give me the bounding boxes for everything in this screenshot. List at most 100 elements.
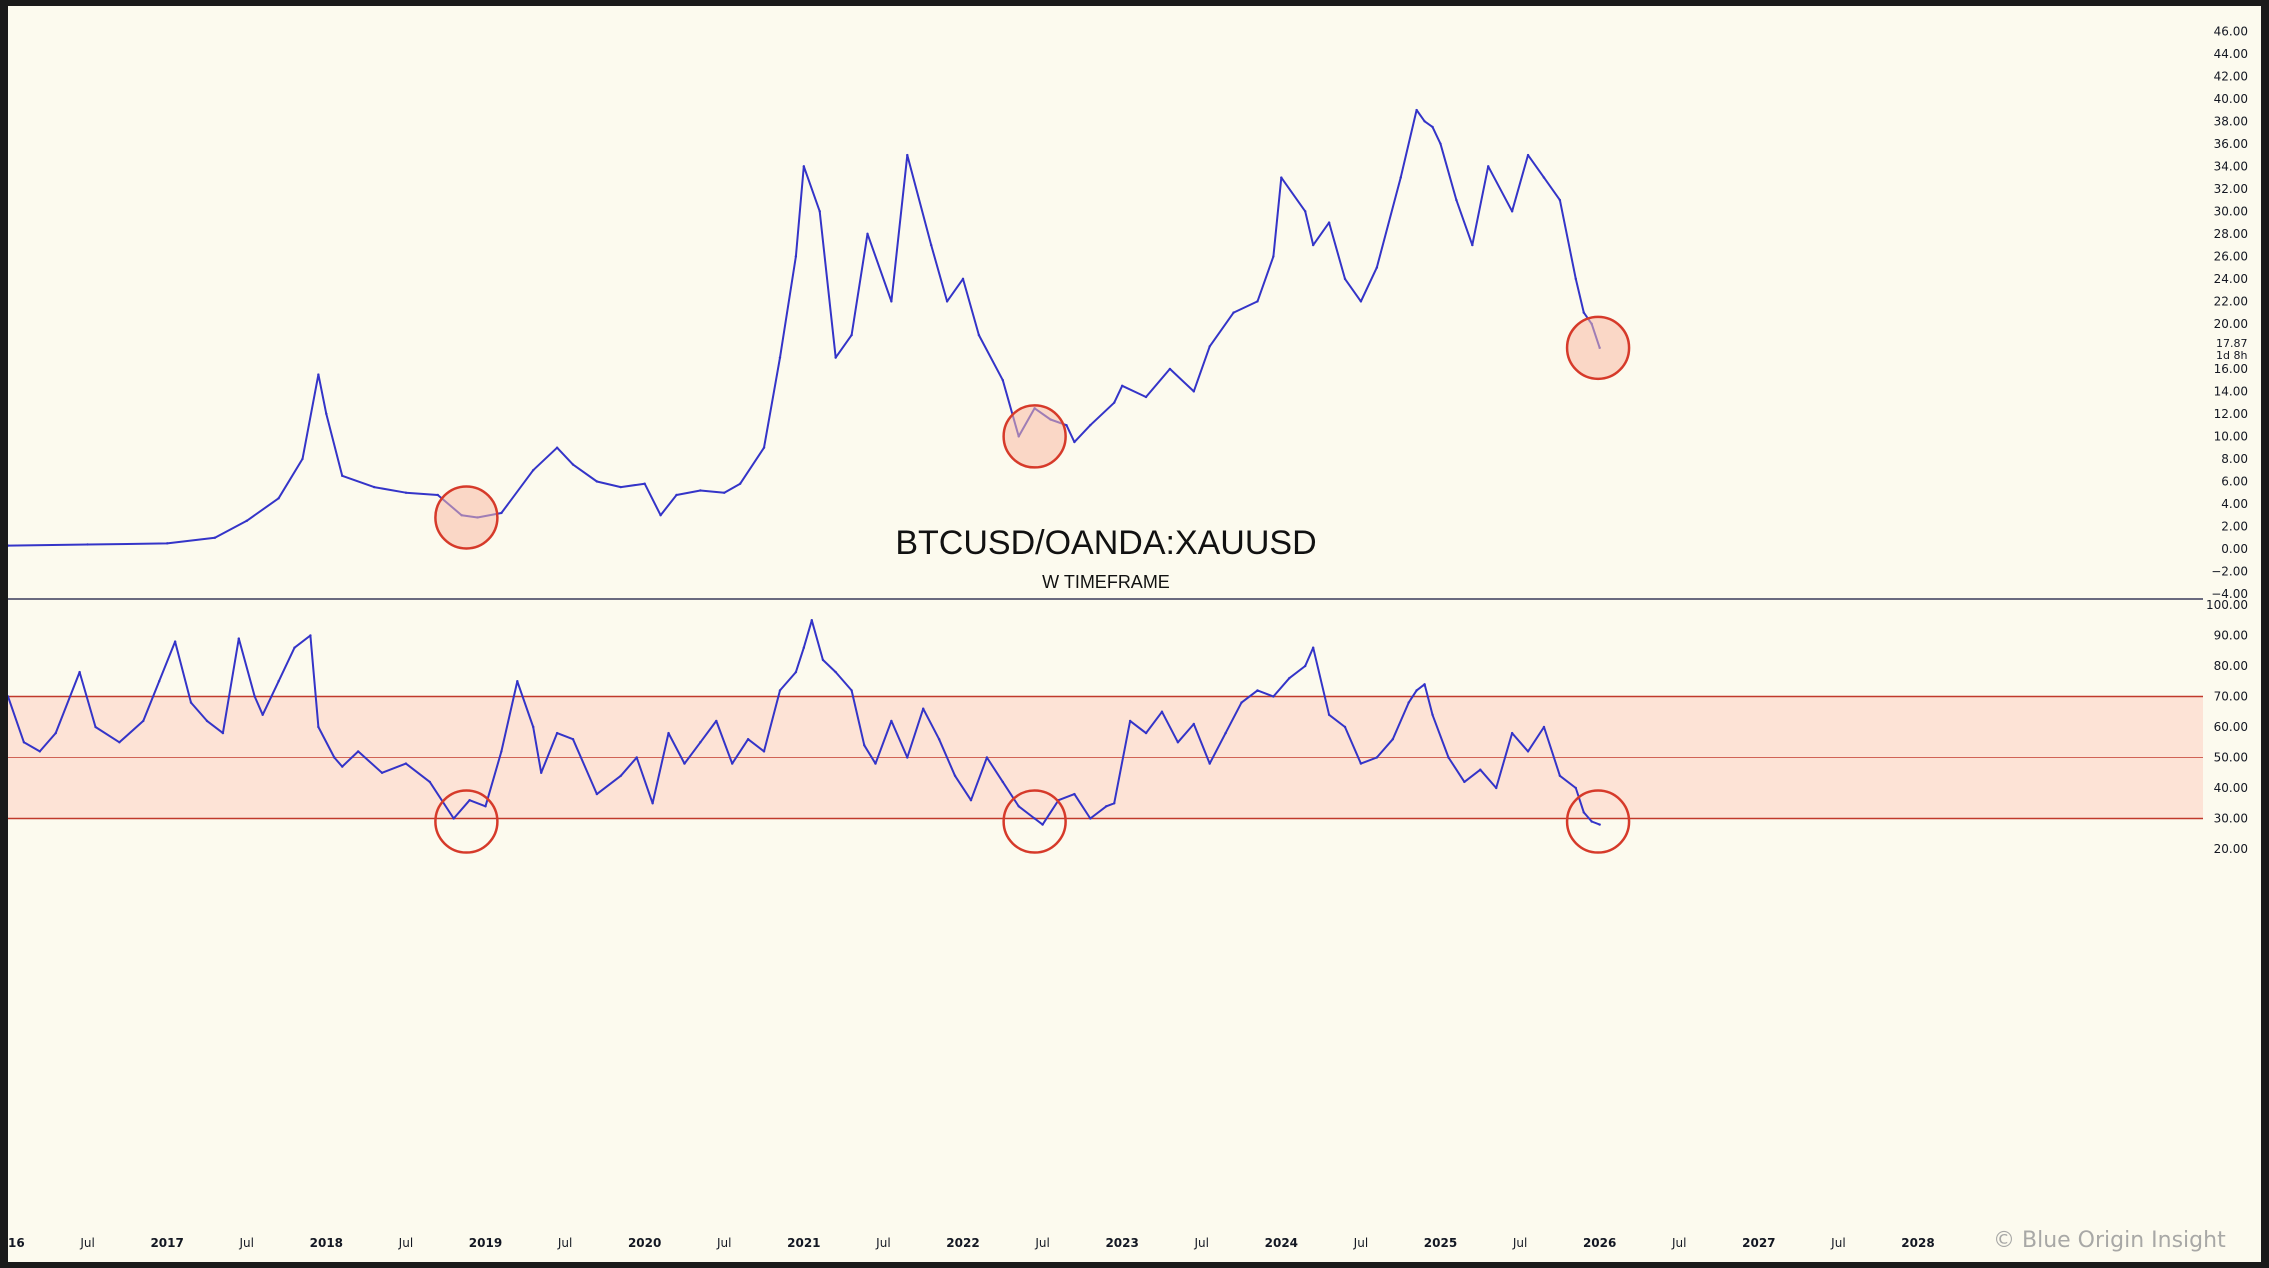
rsi-axis[interactable]: 100.00 90.00 80.00 70.00 60.00 50.00 40.00 30.0…: [2206, 598, 2248, 856]
rsi-point: [953, 774, 957, 777]
rsi-point: [1256, 689, 1259, 692]
price-tick-label: 38.00: [2214, 114, 2248, 128]
time-label-year: 2027: [1742, 1236, 1775, 1250]
rsi-point: [173, 640, 177, 643]
time-label-year: 2018: [310, 1236, 343, 1250]
price-point: [1574, 277, 1577, 281]
price-point: [436, 493, 439, 497]
rsi-point: [38, 750, 42, 753]
rsi-point: [1272, 695, 1275, 698]
last-price-value: 17.87: [2216, 337, 2248, 350]
price-point: [977, 333, 981, 337]
price-point: [699, 489, 702, 492]
time-label-month: Jul: [557, 1236, 572, 1250]
price-point: [850, 333, 853, 337]
price-point: [1232, 311, 1235, 314]
rsi-point: [54, 731, 57, 735]
price-tick-label: 16.00: [2214, 362, 2248, 376]
price-point: [1558, 198, 1562, 202]
chart-canvas[interactable]: 46.00 44.00 42.00 40.00 38.00 36.00 34.00 32.00…: [8, 6, 2261, 1262]
rsi-point: [1558, 774, 1562, 777]
rsi-point: [1375, 756, 1379, 759]
time-label-year: 2026: [1583, 1236, 1616, 1250]
time-label-year: 2016: [8, 1236, 25, 1250]
price-tick-label: 20.00: [2214, 317, 2248, 331]
rsi-point: [22, 741, 26, 744]
price-point: [802, 165, 806, 168]
rsi-point: [863, 744, 866, 747]
rsi-point: [1598, 823, 1601, 826]
price-tick-label: 12.00: [2214, 407, 2248, 421]
rsi-point: [794, 670, 798, 674]
price-tick-label: 10.00: [2214, 429, 2248, 443]
rsi-point: [1288, 677, 1291, 680]
price-point: [1343, 277, 1347, 281]
rsi-point: [667, 731, 670, 735]
price-tick-label: −4.00: [2211, 587, 2248, 601]
price-point: [1272, 255, 1275, 258]
rsi-point: [1463, 780, 1466, 784]
price-point: [86, 543, 89, 546]
rsi-point: [1479, 768, 1482, 771]
rsi-point: [810, 619, 813, 622]
price-annotation-circle: [1565, 315, 1631, 381]
chart-frame: 46.00 44.00 42.00 40.00 38.00 36.00 34.00 32.00…: [8, 6, 2261, 1262]
price-point: [1144, 395, 1148, 399]
chart-subtitle: W TIMEFRAME: [1042, 572, 1170, 592]
price-point: [675, 493, 678, 497]
price-point: [1120, 384, 1124, 387]
last-price-countdown: 1d 8h: [2216, 349, 2247, 362]
rsi-point: [468, 799, 471, 802]
rsi-point: [1017, 805, 1020, 808]
rsi-point: [571, 738, 575, 741]
price-tick-label: −2.00: [2211, 564, 2248, 578]
rsi-point: [1574, 786, 1577, 790]
rsi-point: [1033, 817, 1036, 820]
price-point: [762, 446, 766, 449]
rsi-point: [1001, 780, 1004, 784]
rsi-tick-label: 40.00: [2214, 781, 2248, 795]
price-tick-label: 24.00: [2214, 272, 2248, 286]
time-axis[interactable]: 2016 Jul 2017 Jul 2018 Jul 2019 Jul 2020 Jul 2021 J…: [8, 1236, 1935, 1250]
price-pane: [8, 108, 1631, 550]
price-point: [500, 511, 503, 515]
price-point: [245, 519, 248, 523]
rsi-point: [532, 725, 535, 729]
price-tick-label: 32.00: [2214, 182, 2248, 196]
rsi-tick-label: 70.00: [2214, 690, 2248, 704]
price-point: [1582, 311, 1585, 314]
rsi-point: [1542, 725, 1546, 729]
rsi-point: [1431, 713, 1434, 716]
price-point: [1113, 401, 1116, 404]
price-tick-label: 44.00: [2214, 47, 2248, 61]
price-point: [1304, 210, 1307, 213]
rsi-point: [1224, 731, 1227, 735]
price-point: [1542, 176, 1546, 179]
price-point: [643, 482, 646, 485]
price-point: [1073, 440, 1076, 444]
time-label-month: Jul: [239, 1236, 254, 1250]
rsi-point: [1447, 756, 1450, 759]
rsi-point: [1192, 722, 1195, 726]
price-point: [595, 480, 599, 483]
rsi-point: [778, 689, 782, 692]
rsi-point: [404, 762, 408, 765]
rsi-point: [850, 689, 853, 692]
rsi-point: [356, 750, 360, 753]
price-point: [961, 277, 965, 281]
rsi-point: [595, 792, 599, 796]
time-label-month: Jul: [1512, 1236, 1527, 1250]
chart-title: BTCUSD/OANDA:XAUUSD: [895, 524, 1316, 562]
price-point: [866, 232, 869, 236]
rsi-point: [189, 701, 193, 704]
price-axis[interactable]: 46.00 44.00 42.00 40.00 38.00 36.00 34.00 32.00…: [2211, 24, 2248, 601]
rsi-annotation-circle: [434, 789, 499, 854]
price-series-line: [8, 109, 1601, 547]
time-label-year: 2024: [1265, 1236, 1298, 1250]
rsi-point: [428, 780, 431, 784]
price-point: [738, 482, 742, 485]
rsi-point: [922, 707, 925, 710]
time-label-month: Jul: [875, 1236, 890, 1250]
rsi-point: [1089, 817, 1092, 820]
price-point: [372, 485, 376, 489]
